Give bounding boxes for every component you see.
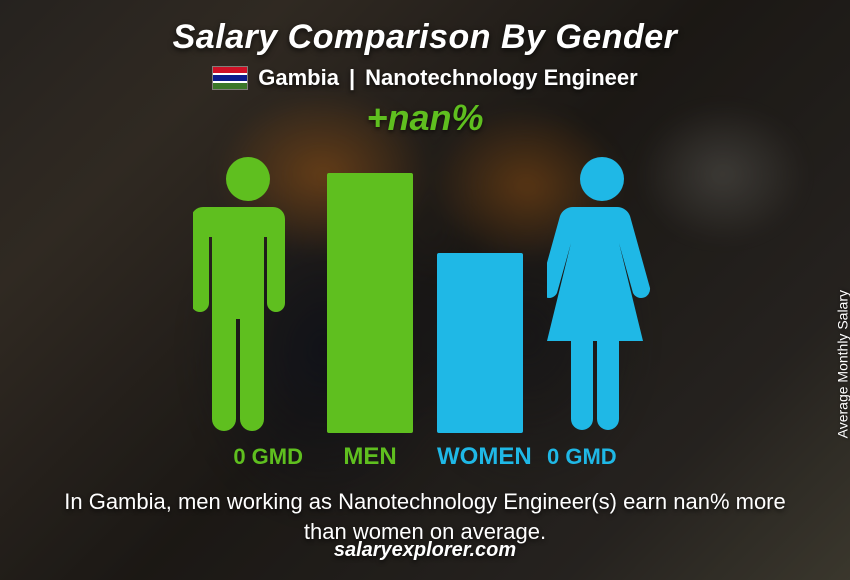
women-label: WOMEN: [437, 443, 523, 471]
bar-women: [437, 253, 523, 433]
woman-icon: [547, 153, 657, 433]
subtitle-row: Gambia | Nanotechnology Engineer: [212, 65, 637, 91]
chart-labels: 0 GMD MEN WOMEN 0 GMD: [233, 443, 616, 471]
job-label: Nanotechnology Engineer: [365, 65, 638, 91]
separator: |: [349, 65, 355, 91]
gender-chart: [193, 133, 657, 433]
country-label: Gambia: [258, 65, 339, 91]
men-label: MEN: [327, 443, 413, 471]
footer-credit: salaryexplorer.com: [0, 539, 850, 562]
flag-icon: [212, 66, 248, 90]
women-value: 0 GMD: [547, 444, 617, 470]
page-title: Salary Comparison By Gender: [173, 18, 678, 57]
men-value: 0 GMD: [233, 444, 303, 470]
infographic: Salary Comparison By Gender Gambia | Nan…: [0, 0, 850, 580]
description: In Gambia, men working as Nanotechnology…: [55, 487, 795, 546]
bar-men: [327, 173, 413, 433]
man-icon: [193, 153, 303, 433]
y-axis-label: Average Monthly Salary: [834, 290, 850, 438]
